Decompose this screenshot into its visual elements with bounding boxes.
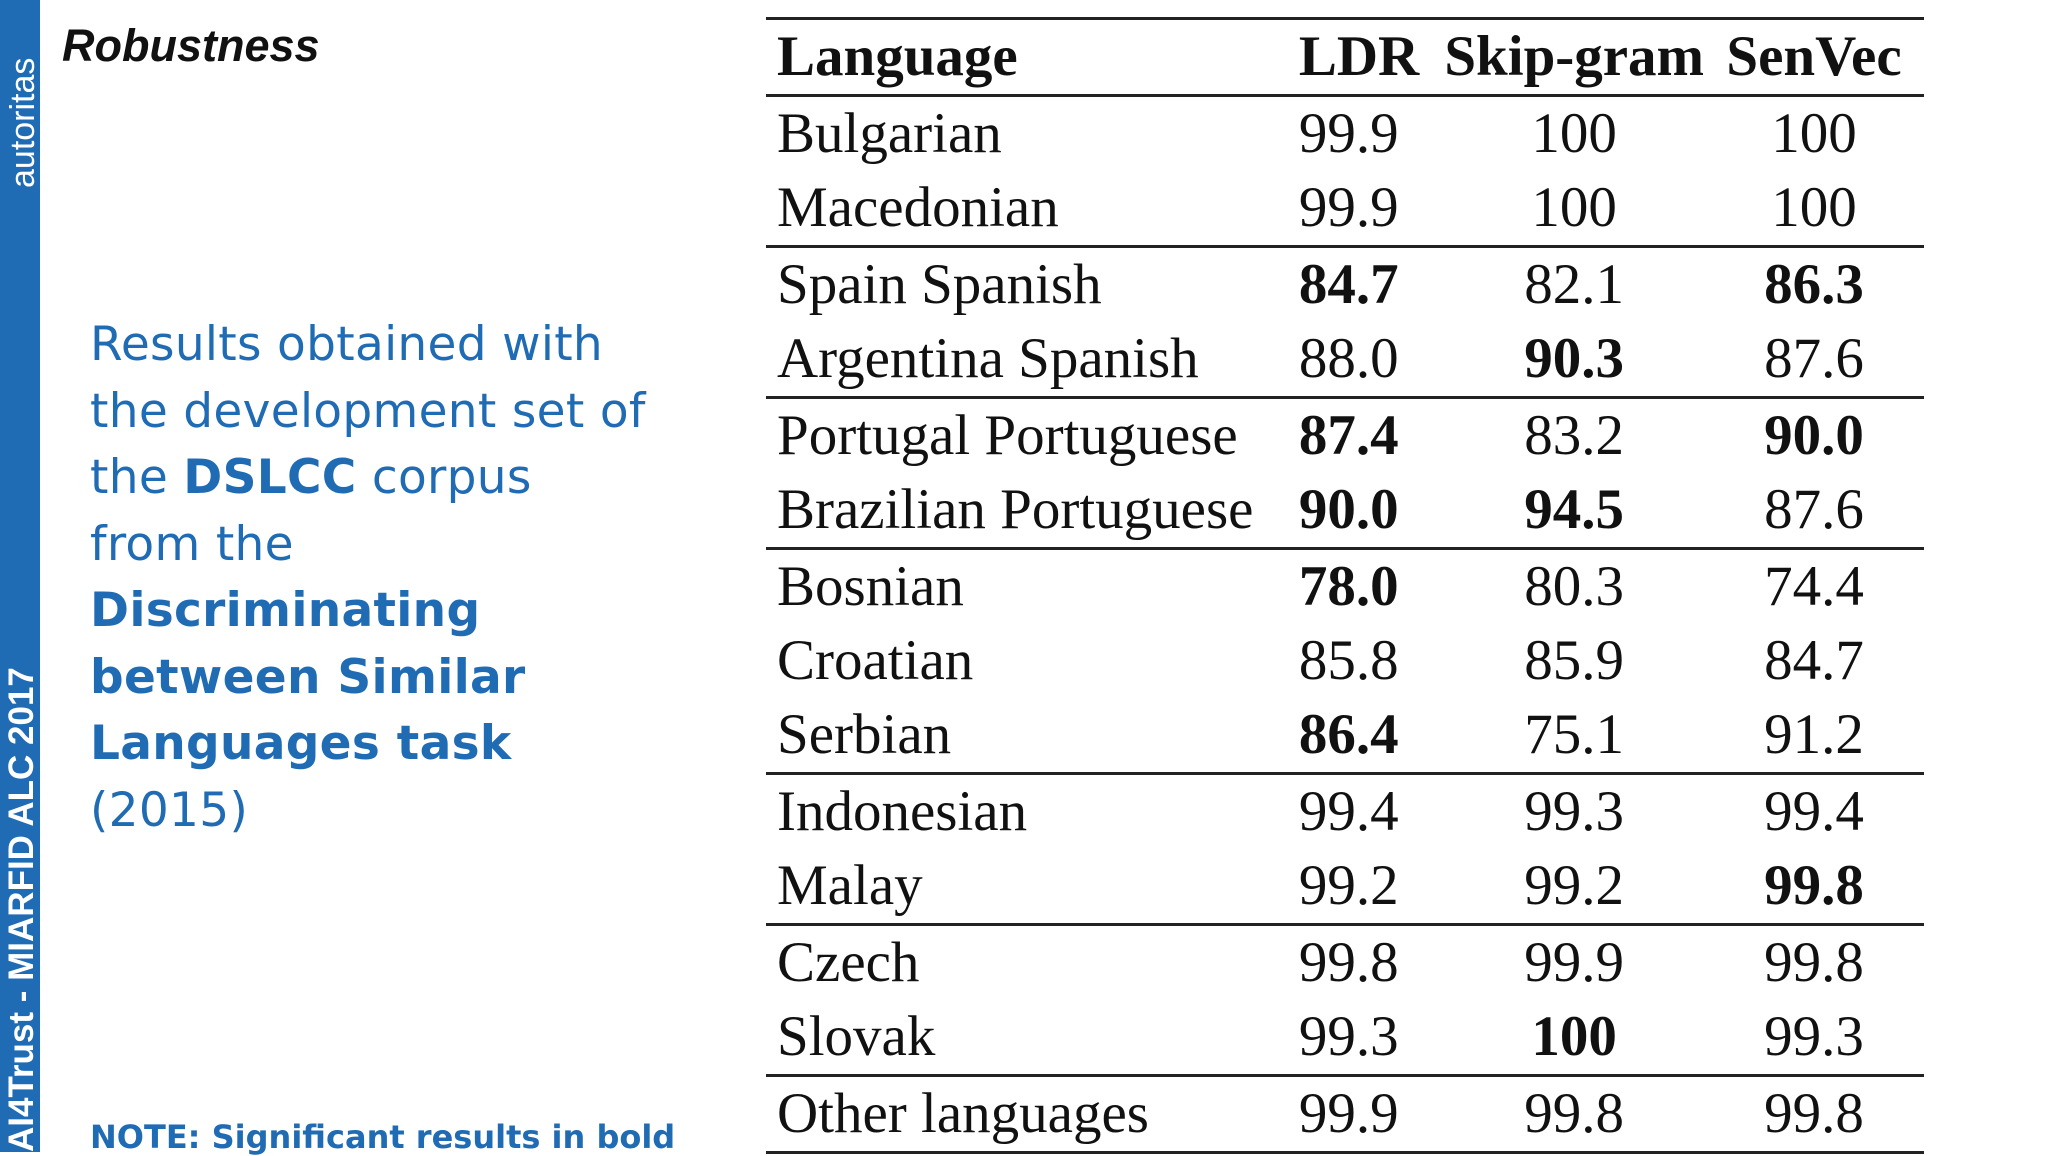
- description-line: corpus: [356, 450, 532, 505]
- cell-ldr: 85.8: [1298, 629, 1399, 692]
- table-row: Croatian 85.8 85.9 84.7: [766, 624, 1924, 698]
- corpus-name: DSLCC: [183, 450, 357, 505]
- results-table: Language LDR Skip-gram SenVec Bulgarian 9…: [766, 17, 1924, 1154]
- cell-language: Malay: [777, 854, 923, 917]
- cell-language: Spain Spanish: [777, 253, 1102, 316]
- cell-language: Slovak: [777, 1005, 936, 1068]
- table-row: Serbian 86.4 75.1 91.2: [766, 698, 1924, 774]
- cell-ldr: 99.3: [1298, 1005, 1399, 1068]
- task-name-line: Discriminating: [90, 583, 481, 638]
- cell-ldr: 99.9: [1298, 1082, 1399, 1145]
- cell-ldr: 99.9: [1298, 102, 1399, 165]
- cell-ldr: 90.0: [1298, 478, 1399, 541]
- table-row: Argentina Spanish 88.0 90.3 87.6: [766, 322, 1924, 398]
- cell-ldr: 99.4: [1298, 780, 1399, 843]
- table-row: Other languages 99.9 99.8 99.8: [766, 1075, 1924, 1153]
- description-line: from the: [90, 516, 294, 572]
- cell-ldr: 87.4: [1298, 404, 1399, 467]
- description-line: the: [90, 450, 184, 505]
- cell-skipgram: 99.2: [1524, 854, 1625, 917]
- cell-senvec: 99.8: [1764, 931, 1864, 994]
- cell-language: Bosnian: [777, 555, 964, 618]
- table-header-row: Language LDR Skip-gram SenVec: [766, 18, 1924, 96]
- cell-skipgram: 99.9: [1524, 931, 1625, 994]
- cell-skipgram: 99.8: [1524, 1082, 1625, 1145]
- cell-senvec: 90.0: [1764, 404, 1864, 467]
- table-body: Bulgarian 99.9 100 100 Macedonian 99.9 100 100 S…: [766, 96, 1924, 1153]
- cell-language: Macedonian: [777, 176, 1059, 239]
- slide-description: Results obtained with the development se…: [90, 312, 710, 844]
- cell-ldr: 84.7: [1298, 253, 1399, 316]
- cell-senvec: 74.4: [1764, 555, 1864, 618]
- cell-ldr: 99.2: [1298, 854, 1399, 917]
- cell-language: Other languages: [777, 1082, 1149, 1145]
- cell-ldr: 88.0: [1298, 327, 1399, 390]
- cell-senvec: 100: [1771, 176, 1857, 239]
- cell-language: Bulgarian: [777, 102, 1002, 165]
- table-row: Brazilian Portuguese 90.0 94.5 87.6: [766, 473, 1924, 549]
- cell-senvec: 84.7: [1764, 629, 1864, 692]
- cell-ldr: 99.9: [1298, 176, 1399, 239]
- slide-title: Robustness: [62, 20, 320, 71]
- cell-senvec: 99.8: [1764, 1082, 1864, 1145]
- description-line: Results obtained with: [90, 317, 604, 372]
- cell-skipgram: 90.3: [1524, 327, 1625, 390]
- cell-senvec: 86.3: [1764, 253, 1864, 316]
- cell-language: Portugal Portuguese: [777, 404, 1238, 467]
- cell-skipgram: 82.1: [1524, 253, 1625, 316]
- table-row: Malay 99.2 99.2 99.8: [766, 849, 1924, 925]
- header-ldr: LDR: [1298, 25, 1420, 88]
- sidebar-brand-text: autoritas: [4, 57, 42, 188]
- description-line: the development set of: [90, 383, 646, 439]
- cell-language: Croatian: [777, 629, 974, 692]
- description-year: (2015): [90, 782, 249, 838]
- cell-senvec: 99.4: [1764, 780, 1864, 843]
- table-row: Bosnian 78.0 80.3 74.4: [766, 548, 1924, 625]
- cell-language: Serbian: [777, 703, 952, 766]
- table-row: Czech 99.8 99.9 99.8: [766, 924, 1924, 1001]
- cell-senvec: 99.3: [1764, 1005, 1864, 1068]
- cell-senvec: 87.6: [1764, 478, 1864, 541]
- task-name-line: Languages task: [90, 716, 512, 771]
- cell-ldr: 78.0: [1298, 555, 1399, 618]
- cell-skipgram: 100: [1531, 1005, 1617, 1068]
- footnote: NOTE: Significant results in bold: [90, 1118, 676, 1156]
- cell-language: Indonesian: [777, 780, 1028, 843]
- table-row: Portugal Portuguese 87.4 83.2 90.0: [766, 397, 1924, 474]
- sidebar-stripe: autoritas AI4Trust - MIARFID ALC 2017: [0, 0, 42, 1152]
- cell-language: Czech: [777, 931, 920, 994]
- cell-ldr: 86.4: [1298, 703, 1399, 766]
- cell-skipgram: 100: [1531, 176, 1617, 239]
- header-skipgram: Skip-gram: [1444, 25, 1705, 88]
- cell-senvec: 99.8: [1764, 854, 1864, 917]
- table-row: Bulgarian 99.9 100 100: [766, 96, 1924, 172]
- cell-ldr: 99.8: [1298, 931, 1399, 994]
- cell-skipgram: 94.5: [1524, 478, 1625, 541]
- cell-skipgram: 75.1: [1524, 703, 1625, 766]
- cell-skipgram: 80.3: [1524, 555, 1625, 618]
- table-row: Indonesian 99.4 99.3 99.4: [766, 773, 1924, 850]
- cell-language: Brazilian Portuguese: [777, 478, 1254, 541]
- cell-skipgram: 83.2: [1524, 404, 1625, 467]
- cell-skipgram: 100: [1531, 102, 1617, 165]
- task-name-line: between Similar: [90, 649, 526, 705]
- cell-skipgram: 85.9: [1524, 629, 1625, 692]
- sidebar-course-text: AI4Trust - MIARFID ALC 2017: [2, 667, 41, 1152]
- table-row: Slovak 99.3 100 99.3: [766, 1000, 1924, 1076]
- table-row: Macedonian 99.9 100 100: [766, 171, 1924, 247]
- header-language: Language: [777, 25, 1018, 88]
- cell-language: Argentina Spanish: [777, 327, 1199, 390]
- table-row: Spain Spanish 84.7 82.1 86.3: [766, 246, 1924, 323]
- header-senvec: SenVec: [1726, 25, 1902, 88]
- cell-senvec: 100: [1771, 102, 1857, 165]
- cell-senvec: 91.2: [1764, 703, 1864, 766]
- cell-senvec: 87.6: [1764, 327, 1864, 390]
- cell-skipgram: 99.3: [1524, 780, 1625, 843]
